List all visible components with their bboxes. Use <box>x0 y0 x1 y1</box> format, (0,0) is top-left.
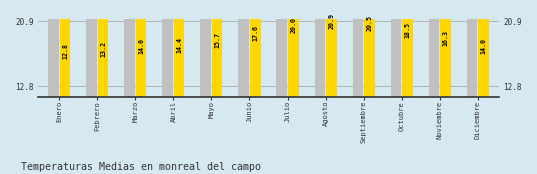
Bar <box>60 0 70 97</box>
Text: 13.2: 13.2 <box>100 41 106 57</box>
Text: Temperaturas Medias en monreal del campo: Temperaturas Medias en monreal del campo <box>21 162 262 172</box>
Bar <box>212 0 222 97</box>
Text: 15.7: 15.7 <box>214 32 220 48</box>
Bar <box>162 0 173 97</box>
Bar <box>238 0 249 97</box>
Bar <box>315 0 325 97</box>
Text: 20.9: 20.9 <box>328 13 334 29</box>
Text: 17.6: 17.6 <box>252 25 258 41</box>
Bar <box>364 0 375 97</box>
Bar <box>467 0 477 97</box>
Bar <box>136 0 147 97</box>
Bar <box>390 0 401 97</box>
Bar <box>48 1 59 97</box>
Text: 16.3: 16.3 <box>442 30 448 46</box>
Bar <box>326 0 337 97</box>
Bar <box>353 0 363 97</box>
Text: 20.5: 20.5 <box>366 15 372 31</box>
Text: 14.0: 14.0 <box>481 38 487 54</box>
Bar <box>125 0 135 97</box>
Text: 12.8: 12.8 <box>62 42 68 58</box>
Bar <box>288 0 299 97</box>
Bar <box>98 0 108 97</box>
Bar <box>86 0 97 97</box>
Text: 20.0: 20.0 <box>290 17 296 33</box>
Text: 14.4: 14.4 <box>176 37 182 53</box>
Bar <box>402 0 412 97</box>
Bar <box>200 0 211 97</box>
Bar <box>174 0 184 97</box>
Text: 14.0: 14.0 <box>138 38 144 54</box>
Text: 18.5: 18.5 <box>404 22 410 38</box>
Bar <box>277 0 287 97</box>
Bar <box>429 0 439 97</box>
Bar <box>478 0 489 97</box>
Bar <box>440 0 451 97</box>
Bar <box>250 0 260 97</box>
